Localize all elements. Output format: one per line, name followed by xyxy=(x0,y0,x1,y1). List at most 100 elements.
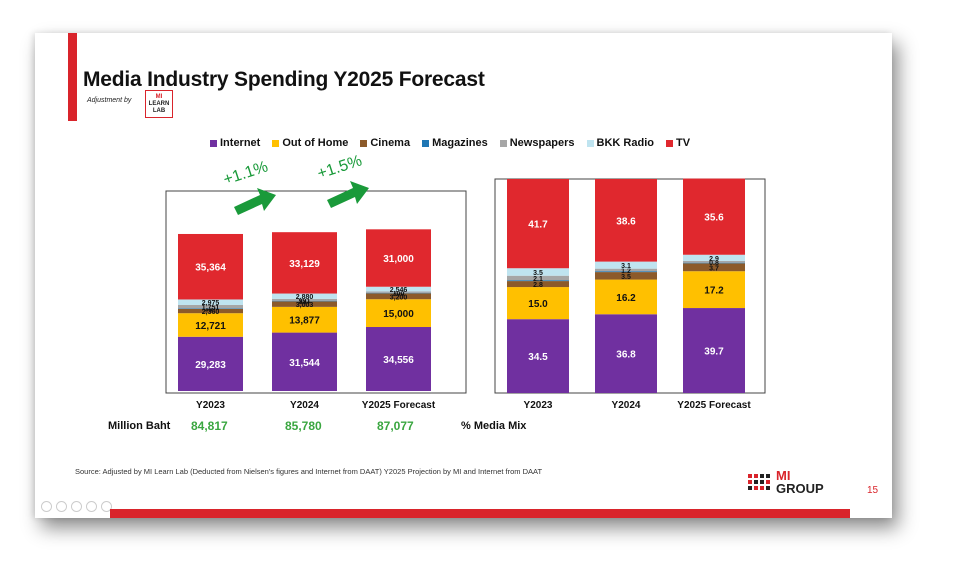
data-label: 3,003 xyxy=(296,302,314,309)
page-title: Media Industry Spending Y2025 Forecast xyxy=(83,68,485,91)
bar-segment-out-of-home xyxy=(507,287,569,320)
legend-label: Newspapers xyxy=(509,137,575,149)
category-label: Y2025 Forecast xyxy=(362,400,436,411)
source-note: Source: Adjusted by MI Learn Lab (Deduct… xyxy=(75,467,543,476)
bar-segment-tv xyxy=(178,233,243,300)
bar-segment-magazines xyxy=(272,300,337,302)
bar-segment-internet xyxy=(366,327,431,391)
data-label: 36.8 xyxy=(616,350,636,361)
data-label: 3.1 xyxy=(621,263,631,270)
title-accent-bar xyxy=(68,33,77,121)
bar-segment-internet xyxy=(507,319,569,393)
data-label: 3.5 xyxy=(621,274,631,281)
bar-segment-bkk-radio xyxy=(683,254,745,261)
data-label: 17.2 xyxy=(704,286,724,297)
data-label: 2.9 xyxy=(709,256,719,263)
prev-slide-icon[interactable] xyxy=(41,501,52,512)
legend-swatch xyxy=(210,139,217,147)
bar-segment-tv xyxy=(507,179,569,269)
next-slide-icon[interactable] xyxy=(56,501,67,512)
bar-segment-out-of-home xyxy=(683,271,745,309)
data-label: 13,877 xyxy=(289,316,320,327)
data-label: 337 xyxy=(205,307,217,314)
legend-swatch xyxy=(666,139,673,147)
bar-segment-out-of-home xyxy=(272,306,337,333)
bar-segment-newspapers xyxy=(683,260,745,263)
data-label: 3.5 xyxy=(533,270,543,277)
bar-segment-out-of-home xyxy=(366,299,431,328)
category-label: Y2024 xyxy=(290,400,319,411)
legend-label: TV xyxy=(676,137,691,149)
data-label: 31,544 xyxy=(289,358,320,369)
growth-arrow-icon-2 xyxy=(327,181,369,208)
data-label: 700 xyxy=(393,290,405,297)
data-label: 35.6 xyxy=(704,213,724,224)
legend-label: Internet xyxy=(220,137,261,149)
brand-line-1: MI xyxy=(776,468,791,483)
total-y2023: 84,817 xyxy=(191,419,228,433)
legend-swatch xyxy=(499,139,507,147)
bar-segment-bkk-radio xyxy=(595,261,657,269)
bar-segment-cinema xyxy=(178,308,243,314)
bar-segment-tv xyxy=(366,229,431,287)
bar-segment-magazines xyxy=(683,262,745,264)
bar-segment-newspapers xyxy=(366,291,431,293)
bar-segment-bkk-radio xyxy=(272,293,337,299)
legend-swatch xyxy=(272,139,280,147)
bar-segment-out-of-home xyxy=(178,313,243,337)
footer-accent-bar xyxy=(110,509,850,518)
plot-frame xyxy=(165,190,467,394)
bar-segment-tv xyxy=(595,179,657,262)
pen-icon[interactable] xyxy=(71,501,82,512)
data-label: 2,360 xyxy=(202,309,220,316)
legend-swatch xyxy=(360,139,368,147)
bar-segment-magazines xyxy=(178,308,243,309)
million-baht-label: Million Baht xyxy=(108,420,171,432)
data-label: 1,751 xyxy=(202,305,220,312)
bar-segment-bkk-radio xyxy=(178,299,243,305)
legend-item: Cinema xyxy=(360,137,410,149)
legend-item: Internet xyxy=(210,137,260,149)
bar-segment-bkk-radio xyxy=(507,268,569,276)
zoom-icon[interactable] xyxy=(86,501,97,512)
bar-segment-tv xyxy=(683,178,745,255)
data-label: 991 xyxy=(299,298,311,305)
bar-segment-out-of-home xyxy=(595,279,657,315)
adjustment-label: Adjustment by xyxy=(87,97,132,104)
legend-item: Magazines xyxy=(422,137,488,149)
data-label: 38.6 xyxy=(616,216,636,227)
slide-nav-controls[interactable] xyxy=(41,501,112,512)
data-label: 337 xyxy=(299,299,311,306)
legend-item: BKK Radio xyxy=(586,137,654,149)
category-label: Y2024 xyxy=(612,400,641,411)
data-label: 2.1 xyxy=(533,276,543,283)
data-label: 300 xyxy=(393,291,405,298)
data-label: 39.7 xyxy=(704,347,724,358)
legend-label: Out of Home xyxy=(282,137,349,149)
bar-segment-internet xyxy=(178,336,243,391)
mi-dots-icon xyxy=(748,474,770,490)
data-label: 0.8 xyxy=(709,260,719,267)
data-label: 31,000 xyxy=(383,254,414,265)
bar-segment-internet xyxy=(595,314,657,393)
data-label: 15.0 xyxy=(528,299,548,310)
mi-group-logo: MI GROUP xyxy=(748,469,824,495)
data-label: 12,721 xyxy=(195,321,226,332)
bar-segment-cinema xyxy=(595,272,657,280)
media-mix-label: % Media Mix xyxy=(461,420,527,432)
slide: Media Industry Spending Y2025 Forecast A… xyxy=(35,33,892,518)
data-label: 16.2 xyxy=(616,293,636,304)
data-label: 2,880 xyxy=(296,294,314,301)
more-icon[interactable] xyxy=(101,501,112,512)
bar-segment-cinema xyxy=(507,281,569,288)
bar-segment-cinema xyxy=(683,263,745,272)
data-label: 41.7 xyxy=(528,220,548,231)
page-number: 15 xyxy=(867,485,879,496)
legend-label: Magazines xyxy=(432,137,488,149)
bar-segment-bkk-radio xyxy=(366,286,431,292)
legend-item: Out of Home xyxy=(272,137,348,149)
data-label: 34.5 xyxy=(528,352,548,363)
data-label: 2,975 xyxy=(202,300,220,307)
bar-segment-internet xyxy=(683,308,745,393)
brand-line-2: GROUP xyxy=(776,481,824,496)
